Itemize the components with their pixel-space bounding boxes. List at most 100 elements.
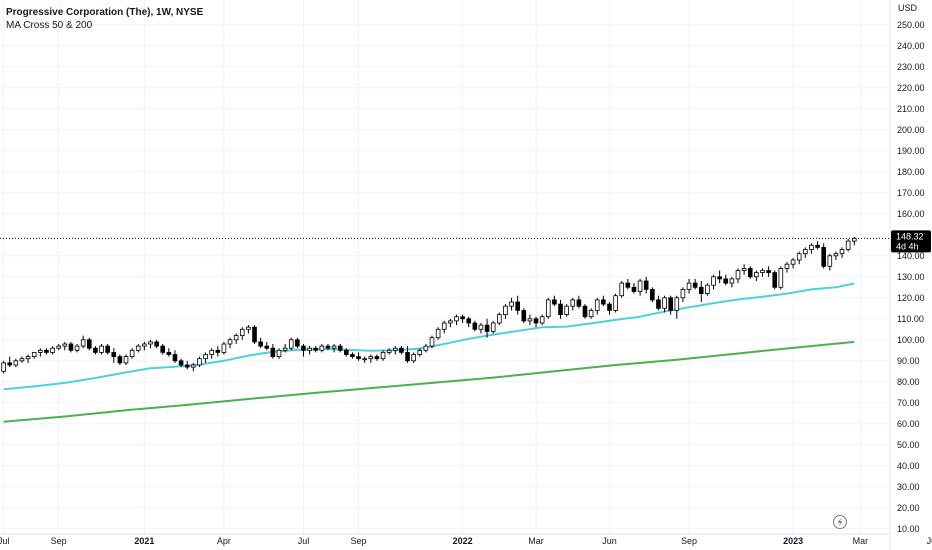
candle-body	[203, 354, 208, 360]
candle	[166, 348, 172, 357]
candle	[411, 352, 416, 363]
price-tick-label: 100.00	[897, 335, 925, 345]
candle-body	[111, 351, 117, 357]
indicator-label[interactable]: MA Cross 50 & 200	[6, 20, 93, 31]
candle-body	[319, 345, 325, 351]
price-tick-label: 210.00	[897, 104, 925, 114]
candle-body	[19, 358, 25, 362]
candle-body	[478, 324, 484, 330]
candle-body	[662, 297, 667, 309]
candle	[650, 287, 655, 302]
price-tick-label: 40.00	[897, 461, 920, 471]
candle	[490, 320, 496, 334]
candle	[674, 295, 680, 319]
candle	[448, 318, 453, 328]
symbol-title[interactable]: Progressive Corporation (The), 1W, NYSE	[6, 7, 204, 18]
candle-body	[62, 343, 68, 347]
candle	[135, 344, 141, 353]
candle-body	[344, 349, 349, 355]
candle-body	[331, 345, 337, 349]
candle-body	[429, 337, 435, 347]
candle	[827, 253, 833, 271]
candle	[337, 344, 343, 353]
candle-body	[643, 280, 649, 290]
candle	[441, 320, 447, 334]
time-tick-label: Sep	[51, 536, 67, 546]
candle-body	[386, 349, 392, 353]
candle	[142, 341, 147, 351]
candle-body	[564, 305, 569, 316]
candle-body	[184, 364, 190, 368]
candle	[698, 281, 704, 302]
candle-body	[246, 326, 251, 330]
candle-body	[221, 343, 227, 353]
time-tick-label: 2022	[453, 536, 473, 546]
candle-body	[729, 278, 735, 284]
price-tick-label: 70.00	[897, 398, 920, 408]
candle-body	[760, 270, 765, 273]
candle	[350, 352, 355, 359]
candle-body	[570, 299, 576, 307]
candle	[19, 356, 25, 363]
candle-body	[215, 349, 221, 353]
candle-body	[38, 349, 43, 353]
candle-body	[166, 351, 172, 355]
candle	[833, 251, 839, 260]
candle	[38, 348, 43, 357]
time-tick-label: Jul	[0, 536, 9, 546]
candle-body	[123, 356, 129, 364]
candle-body	[93, 347, 98, 353]
candle	[576, 295, 582, 309]
candle-body	[337, 345, 343, 351]
candle-body	[796, 253, 802, 261]
ma200-line	[3, 340, 855, 423]
candle	[197, 356, 202, 368]
ma50-line	[3, 282, 855, 391]
candle-body	[117, 356, 123, 364]
candle	[374, 354, 380, 361]
candle	[405, 346, 410, 363]
candle-body	[374, 356, 380, 360]
price-tick-label: 90.00	[897, 356, 920, 366]
candle-body	[270, 347, 276, 358]
candle	[93, 346, 98, 355]
price-axis[interactable]: USD 250.00 240.00 230.00 220.00 210.00 200.00…	[889, 0, 932, 550]
lightning-icon[interactable]	[833, 515, 847, 529]
candle	[209, 348, 214, 359]
candle-body	[686, 282, 692, 290]
candle	[656, 295, 661, 311]
candle-body	[325, 345, 331, 349]
candle	[772, 270, 778, 290]
candle	[227, 337, 233, 349]
candle-body	[845, 240, 851, 250]
candle-body	[601, 299, 606, 305]
candle-body	[380, 351, 386, 360]
candle-body	[803, 249, 808, 255]
candle-body	[356, 356, 361, 360]
candle-body	[490, 322, 496, 332]
candle	[747, 266, 753, 279]
price-tick-label: 170.00	[897, 188, 925, 198]
candle	[478, 323, 484, 334]
candle	[1, 360, 6, 374]
candle-body	[1, 362, 6, 372]
candle	[521, 308, 527, 323]
candle-body	[790, 259, 796, 265]
candle-body	[637, 280, 643, 292]
candle-body	[197, 358, 202, 366]
candle	[270, 344, 276, 359]
candle	[601, 295, 606, 307]
time-axis[interactable]: Jul Sep 2021 Apr Jul Sep 2022 Mar Jun Sep 2023 Mar J…	[0, 533, 932, 546]
candle-body	[129, 349, 135, 357]
candle-body	[417, 349, 423, 355]
candle	[509, 297, 514, 311]
candle	[221, 341, 227, 355]
candle-body	[252, 326, 257, 343]
candle	[533, 316, 539, 328]
candle	[215, 346, 221, 357]
candle-body	[839, 249, 845, 255]
candle	[472, 320, 478, 332]
candle	[154, 339, 159, 349]
candle-body	[539, 316, 545, 324]
